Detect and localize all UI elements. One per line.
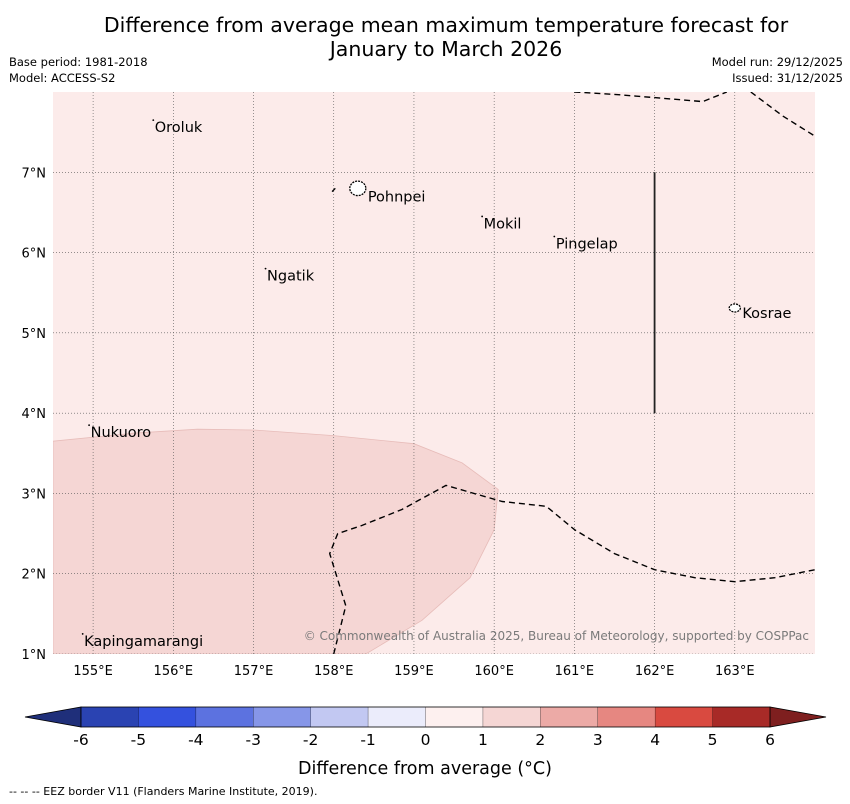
colorbar-tick-label: -3 [246, 731, 261, 749]
place-label: Oroluk [155, 120, 203, 136]
lon-tick-label: 158°E [314, 664, 354, 679]
lat-tick-label: 7°N [22, 166, 47, 181]
colorbar-segment [138, 707, 197, 727]
axis-labels: 155°E 156°E 157°E 158°E 159°E 160°E 161°E 162°E… [22, 166, 755, 679]
colorbar-tick-label: 6 [765, 731, 775, 749]
island-marker [553, 235, 556, 238]
meta-left: Base period: 1981-2018 Model: ACCESS-S2 [9, 54, 148, 86]
copyright-text: © Commonwealth of Australia 2025, Bureau… [304, 629, 809, 643]
colorbar-segment [253, 707, 311, 727]
issued-date: Issued: 31/12/2025 [732, 71, 843, 85]
lon-tick-label: 155°E [73, 664, 113, 679]
colorbar-tick-label: 2 [535, 731, 545, 749]
colorbar-label: Difference from average (°C) [298, 759, 552, 779]
place-label: Ngatik [267, 269, 315, 285]
place-label: Kosrae [742, 306, 791, 322]
model-run: Model run: 29/12/2025 [711, 55, 843, 69]
place-label: Pohnpei [368, 190, 426, 206]
colorbar-extend-low [24, 706, 82, 728]
island-outline [349, 180, 367, 197]
colorbar-tick-label: -1 [360, 731, 375, 749]
lon-tick-label: 159°E [394, 664, 434, 679]
eez-border [574, 92, 728, 103]
colorbar-segment [81, 707, 139, 727]
lon-tick-label: 161°E [555, 664, 595, 679]
base-period: Base period: 1981-2018 [9, 55, 148, 69]
island-marker [152, 119, 155, 121]
eez-border [328, 484, 815, 654]
colorbar-segment [655, 707, 713, 727]
lat-tick-label: 1°N [22, 648, 47, 663]
lon-tick-label: 157°E [234, 664, 274, 679]
colorbar-tick-label: 0 [421, 731, 431, 749]
eez-borders [328, 92, 815, 654]
lon-tick-label: 156°E [154, 664, 194, 679]
island-marker [481, 215, 484, 218]
colorbar-segment [482, 707, 541, 727]
place-label: Kapingamarangi [84, 634, 203, 650]
chart-title: Difference from average mean maximum tem… [40, 13, 850, 61]
anomaly-regions [53, 428, 499, 654]
place-labels: Oroluk Pohnpei Mokil Pingelap Ngatik Kosrae Nu… [81, 119, 791, 650]
lon-tick-label: 162°E [635, 664, 675, 679]
title-line-2: January to March 2026 [329, 37, 563, 61]
eez-footnote: -- -- -- EEZ border V11 (Flanders Marine… [9, 785, 318, 798]
colorbar-tick-label: 4 [650, 731, 660, 749]
meta-right: Model run: 29/12/2025 Issued: 31/12/2025 [712, 54, 843, 86]
place-label: Nukuoro [91, 425, 152, 441]
island-outline [728, 303, 742, 313]
colorbar-tick-label: -5 [131, 731, 146, 749]
lat-tick-label: 2°N [22, 568, 47, 583]
place-label: Pingelap [556, 237, 618, 253]
eez-border [331, 187, 336, 193]
colorbar: -6 -5 -4 -3 -2 -1 0 1 2 3 4 5 6 [24, 706, 827, 749]
colorbar-segment [195, 707, 254, 727]
colorbar-segment [310, 707, 369, 727]
place-label: Mokil [484, 216, 522, 232]
colorbar-tick-label: 1 [478, 731, 488, 749]
colorbar-extend-high [769, 706, 827, 728]
island-marker [264, 267, 267, 270]
lat-tick-label: 6°N [22, 247, 47, 262]
colorbar-segment [368, 707, 426, 727]
colorbar-segment [425, 707, 484, 727]
island-marker [88, 424, 90, 427]
colorbar-tick-label: -4 [188, 731, 203, 749]
colorbar-tick-label: 3 [593, 731, 603, 749]
lat-tick-label: 4°N [22, 407, 47, 422]
eez-border [750, 92, 815, 137]
colorbar-tick-label: 5 [708, 731, 718, 749]
colorbar-tick-label: -6 [73, 731, 88, 749]
colorbar-segment [597, 707, 656, 727]
anomaly-region [53, 428, 499, 654]
lat-tick-label: 3°N [22, 487, 47, 502]
colorbar-segment [540, 707, 599, 727]
lat-tick-label: 5°N [22, 327, 47, 342]
lon-tick-label: 160°E [474, 664, 514, 679]
model-name: Model: ACCESS-S2 [9, 71, 116, 85]
colorbar-tick-label: -2 [303, 731, 318, 749]
island-marker [81, 633, 84, 635]
colorbar-segment [712, 707, 771, 727]
title-line-1: Difference from average mean maximum tem… [103, 13, 789, 37]
lon-tick-label: 163°E [715, 664, 755, 679]
